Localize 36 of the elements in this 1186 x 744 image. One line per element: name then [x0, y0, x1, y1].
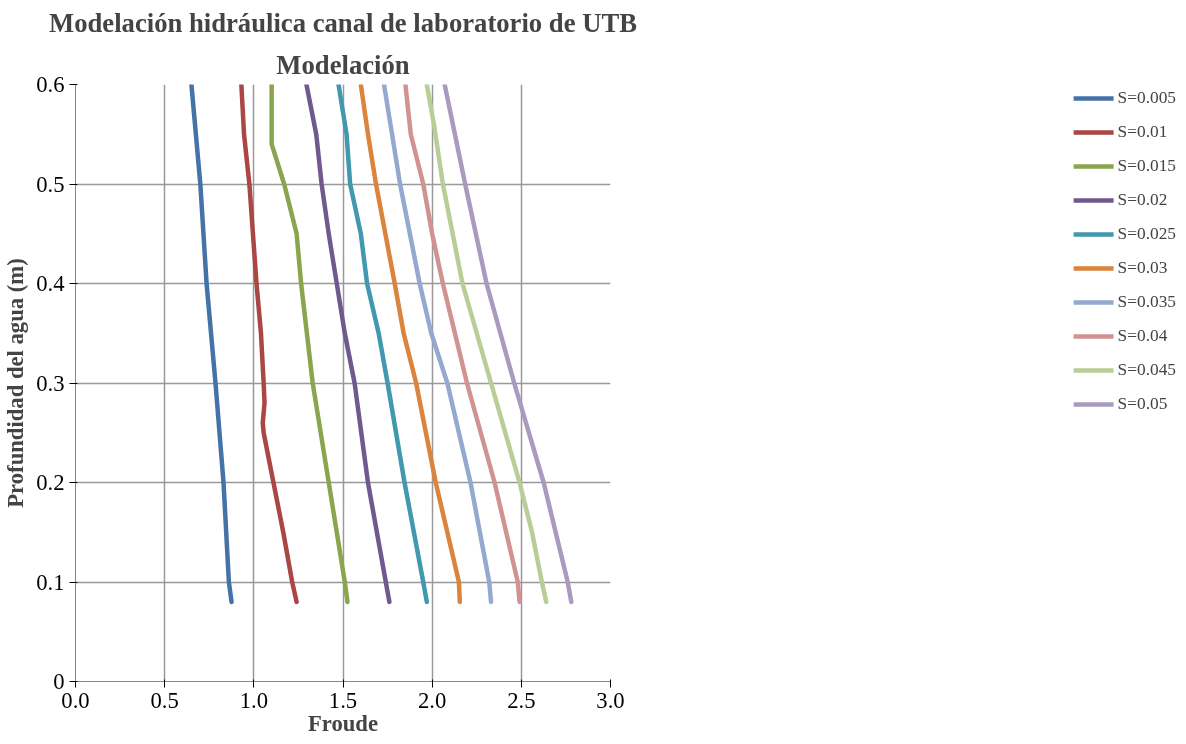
- legend-label: S=0.045: [1117, 360, 1176, 380]
- line-series: [381, 84, 494, 605]
- legend-label: S=0.025: [1117, 224, 1176, 244]
- y-tick-label: 0.5: [36, 171, 65, 197]
- line-series: [304, 84, 392, 605]
- legend-label: S=0.005: [1117, 88, 1176, 108]
- legend-label: S=0.03: [1117, 258, 1168, 278]
- legend-label: S=0.015: [1117, 156, 1176, 176]
- x-axis-title: Froude: [307, 710, 379, 736]
- legend-label: S=0.035: [1117, 292, 1176, 312]
- y-tick-label: 0.1: [36, 569, 65, 595]
- y-tick-label: 0.4: [36, 271, 65, 296]
- line-series: [336, 84, 430, 605]
- x-tick-label: 1.5: [328, 687, 358, 713]
- x-tick-label: 3.0: [596, 687, 625, 713]
- x-tick-label: 2.0: [418, 687, 447, 713]
- legend-label: S=0.01: [1117, 122, 1168, 142]
- x-tick-label: 1.0: [239, 687, 268, 713]
- line-series: [442, 84, 574, 605]
- legend-label: S=0.04: [1117, 326, 1168, 346]
- legend-label: S=0.02: [1117, 190, 1168, 210]
- legend-label: S=0.05: [1117, 394, 1168, 414]
- line-series: [403, 84, 522, 605]
- line-series: [269, 84, 350, 605]
- x-tick-label: 0.5: [150, 687, 179, 713]
- chart-subtitle: Modelación: [276, 49, 410, 80]
- x-tick-label: 2.5: [507, 687, 536, 713]
- y-tick-label: 0.2: [36, 470, 65, 495]
- y-tick-label: 0.6: [36, 72, 65, 97]
- y-tick-label: 0.3: [36, 370, 65, 396]
- line-series: [424, 84, 549, 605]
- line-series: [239, 84, 299, 605]
- chart-title: Modelación hidráulica canal de laboratorio de UTB: [49, 7, 638, 38]
- line-series: [189, 84, 234, 605]
- line-series: [358, 84, 463, 605]
- y-axis-title: Profundidad del agua (m): [3, 258, 29, 508]
